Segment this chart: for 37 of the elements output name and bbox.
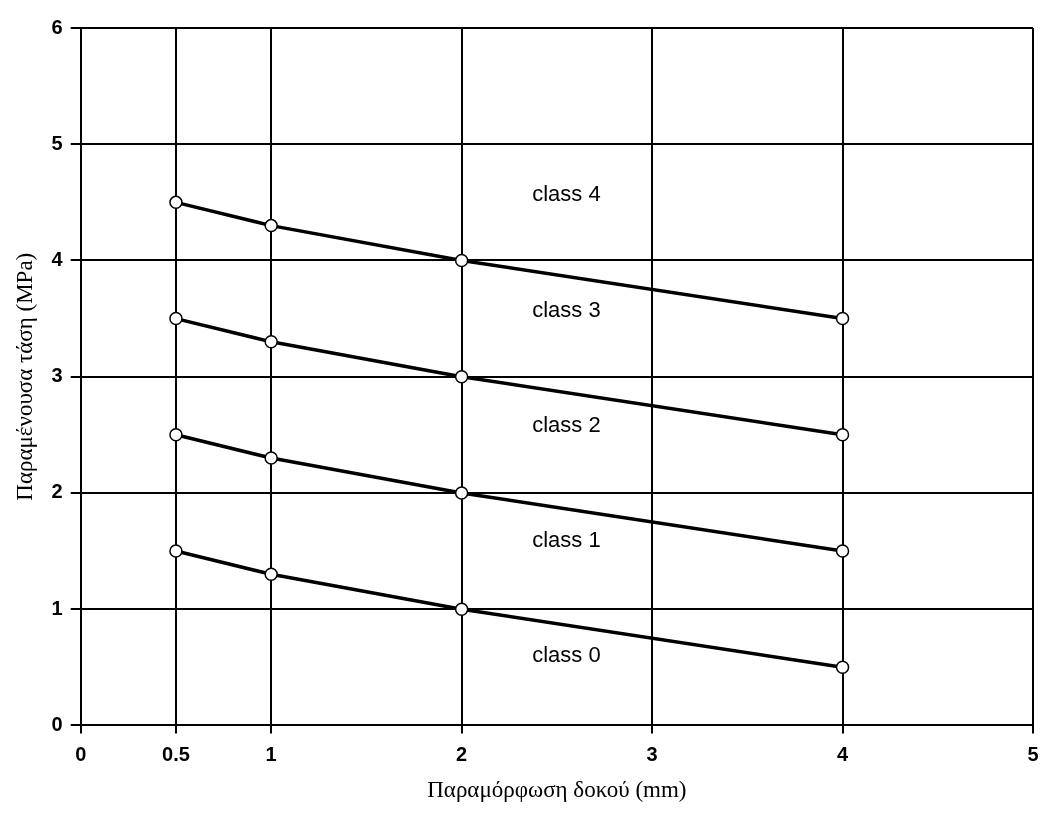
- point: [264, 451, 278, 465]
- point: [169, 195, 183, 210]
- annotation: class 3: [532, 296, 601, 322]
- annotation: class 0: [532, 641, 601, 667]
- y-tick-label: 2: [51, 480, 63, 503]
- annotation: class 1: [532, 526, 601, 552]
- point: [264, 567, 278, 582]
- point: [835, 428, 850, 442]
- x-tick-label: 5: [1027, 742, 1039, 765]
- x-tick-label: 0: [75, 742, 87, 765]
- x-tick-label: 2: [456, 742, 468, 765]
- point: [835, 311, 850, 326]
- point: [454, 253, 469, 268]
- y-axis-title: Παραμένουσα τάση (MPa): [11, 252, 37, 501]
- point: [169, 311, 183, 326]
- point: [264, 335, 278, 349]
- point: [454, 369, 469, 384]
- point: [835, 544, 850, 558]
- x-tick-label: 1: [265, 742, 277, 765]
- point: [264, 218, 278, 233]
- y-tick-label: 3: [51, 364, 63, 387]
- y-tick-label: 6: [51, 15, 63, 38]
- point: [835, 660, 850, 675]
- annotation: class 4: [532, 181, 601, 207]
- y-tick-label: 5: [51, 131, 63, 154]
- annotation: class 2: [532, 411, 601, 437]
- x-axis-title: Παραμόρφωση δοκού (mm): [427, 777, 687, 803]
- point: [169, 544, 183, 558]
- y-tick-label: 4: [51, 247, 64, 270]
- x-tick-label: 0.5: [162, 742, 190, 765]
- x-tick-label: 4: [836, 742, 849, 765]
- point: [169, 428, 183, 442]
- y-tick-label: 0: [51, 712, 63, 735]
- y-tick-label: 1: [51, 596, 63, 619]
- x-tick-label: 3: [646, 742, 658, 765]
- point: [454, 602, 469, 616]
- point: [454, 486, 469, 500]
